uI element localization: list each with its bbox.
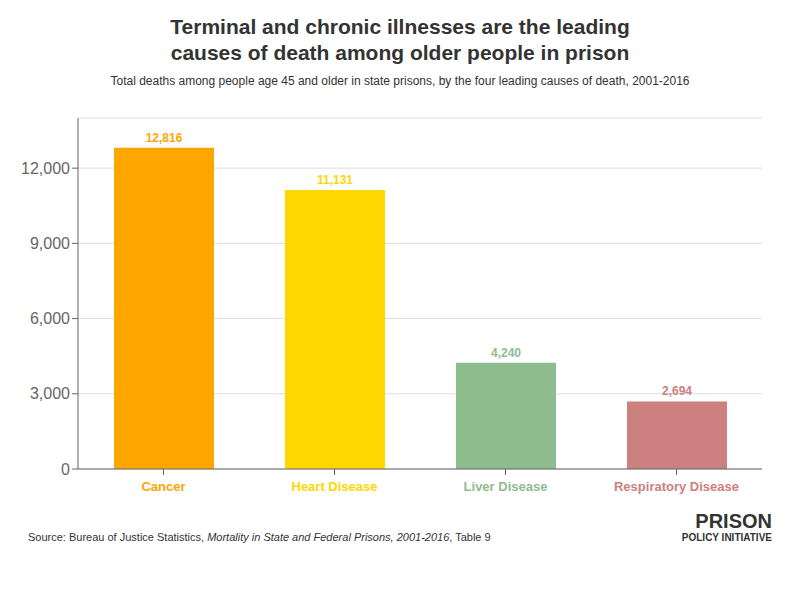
- svg-text:6,000: 6,000: [30, 310, 70, 327]
- svg-text:Respiratory Disease: Respiratory Disease: [614, 479, 739, 494]
- svg-text:Heart Disease: Heart Disease: [292, 479, 378, 494]
- svg-text:9,000: 9,000: [30, 235, 70, 252]
- html-text:POLICY INITIATIVE: POLICY INITIATIVE: [681, 532, 772, 543]
- html-text:PRISON: PRISON: [695, 510, 772, 532]
- svg-text:3,000: 3,000: [30, 385, 70, 402]
- svg-text:Liver Disease: Liver Disease: [464, 479, 548, 494]
- html-text:Terminal and chronic illnesses: Terminal and chronic illnesses are the l…: [170, 15, 630, 64]
- svg-text:2,694: 2,694: [662, 384, 692, 398]
- svg-text:0: 0: [61, 461, 70, 478]
- html-text:Total deaths among people age: Total deaths among people age 45 and old…: [110, 74, 690, 88]
- svg-text:12,000: 12,000: [21, 160, 70, 177]
- svg-text:4,240: 4,240: [491, 346, 521, 360]
- svg-text:11,131: 11,131: [317, 173, 353, 187]
- svg-text:12,816: 12,816: [146, 131, 183, 145]
- svg-text:Cancer: Cancer: [141, 479, 185, 494]
- html-text:Source: Bureau of Justice Stat: Source: Bureau of Justice Statistics, Mo…: [28, 531, 491, 543]
